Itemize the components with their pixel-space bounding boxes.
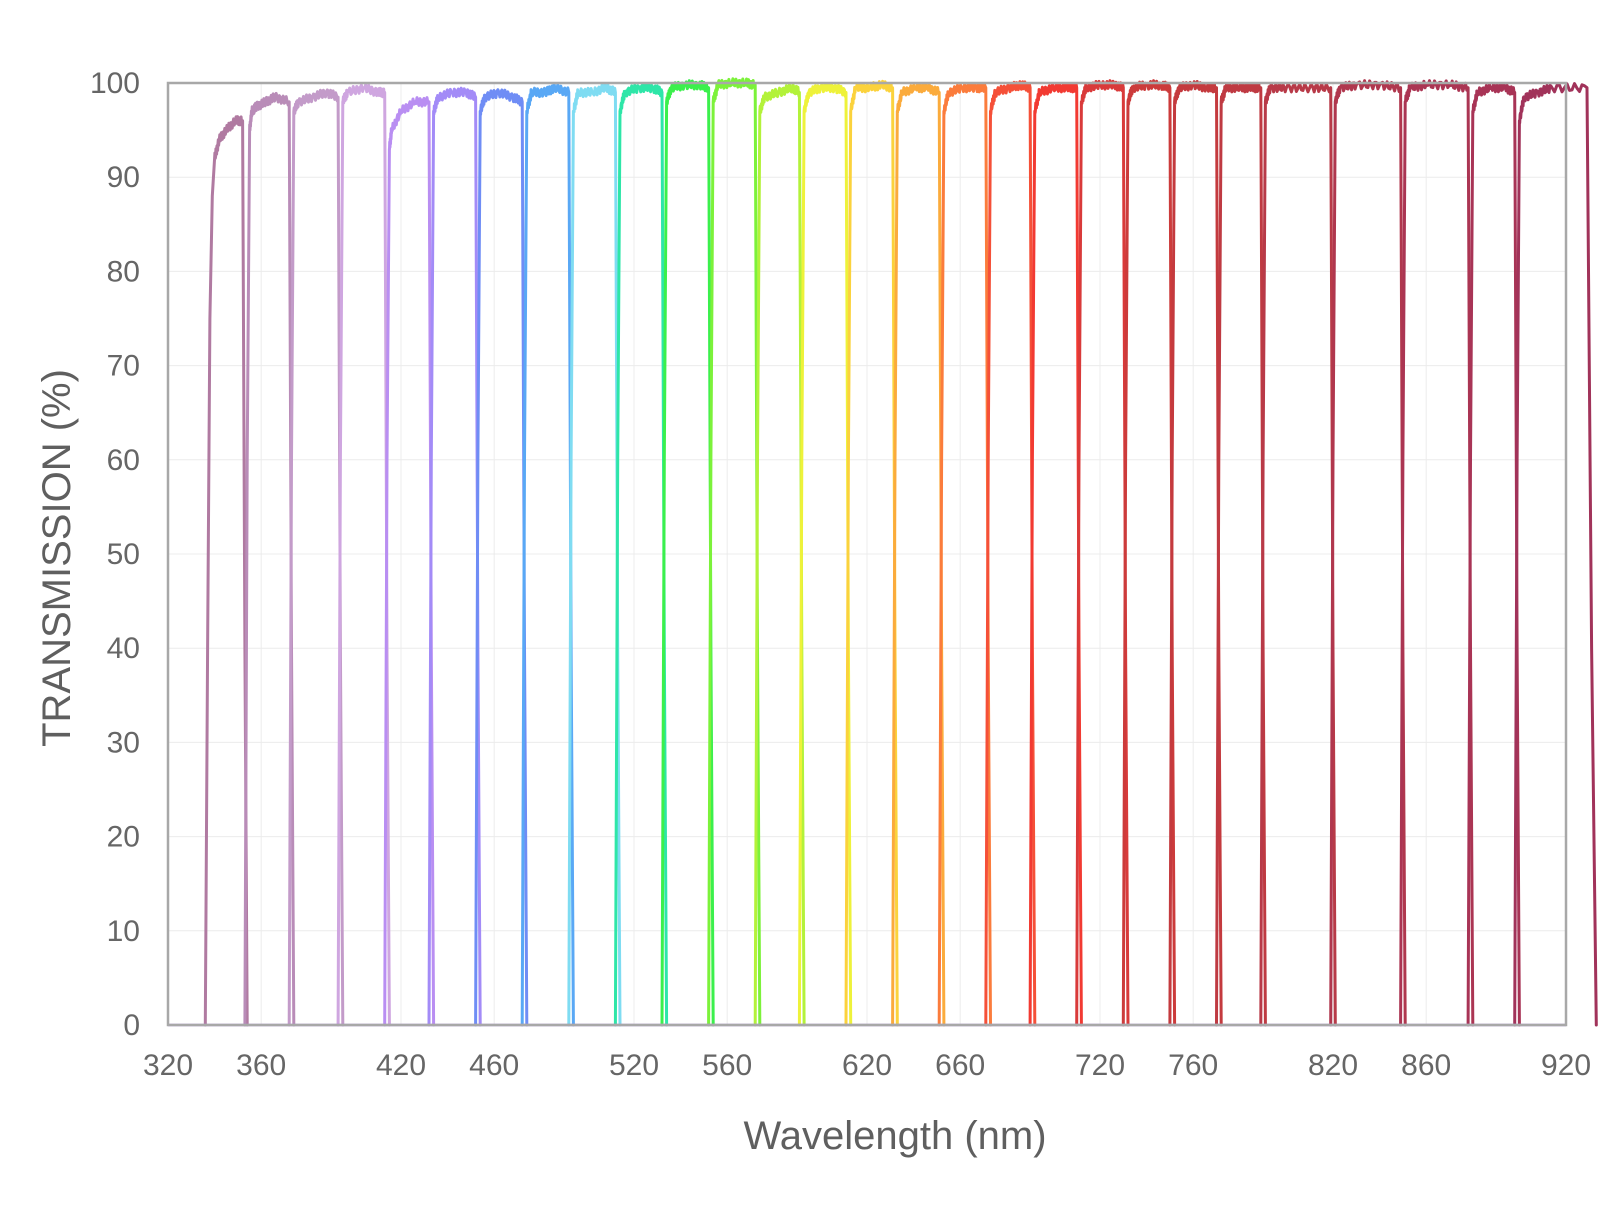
filter-curve [474, 88, 529, 1027]
filter-curve [1121, 79, 1177, 1027]
filter-curve [1168, 80, 1223, 1027]
y-axis-ticks: 0 10 20 30 40 50 60 70 80 90 100 [90, 67, 140, 1042]
filter-curve [613, 82, 669, 1027]
series-lines [168, 77, 1598, 1027]
plot-frame [166, 81, 1568, 1027]
y-tick-label: 20 [107, 821, 140, 854]
filter-curve [243, 91, 296, 1027]
filter-curve [203, 115, 249, 1027]
filter-curve [984, 80, 1037, 1027]
filter-curve [1259, 82, 1337, 1027]
y-tick-label: 30 [107, 726, 140, 759]
filter-curve [797, 82, 853, 1027]
x-tick-label: 760 [1168, 1049, 1218, 1082]
y-tick-label: 50 [107, 538, 140, 571]
filter-curve [1399, 79, 1475, 1027]
y-tick-label: 60 [107, 444, 140, 477]
x-tick-label: 560 [702, 1049, 752, 1082]
y-tick-label: 100 [90, 67, 140, 100]
y-tick-label: 80 [107, 255, 140, 288]
filter-curve [844, 79, 899, 1027]
x-axis-ticks: 320 360 420 460 520 560 620 660 720 760 820 860 920 [143, 1049, 1591, 1082]
y-tick-label: 70 [107, 350, 140, 383]
x-tick-label: 620 [842, 1049, 892, 1082]
filter-curve [891, 82, 946, 1027]
x-tick-label: 920 [1541, 1049, 1591, 1082]
grid [167, 82, 1567, 1026]
filter-curve [427, 86, 482, 1027]
x-tick-label: 360 [236, 1049, 286, 1082]
x-tick-label: 660 [935, 1049, 985, 1082]
filter-curve [1329, 79, 1407, 1027]
x-tick-label: 820 [1308, 1049, 1358, 1082]
y-tick-label: 0 [123, 1009, 140, 1042]
filter-curve [336, 83, 391, 1027]
y-tick-label: 40 [107, 632, 140, 665]
filter-curve [1466, 82, 1521, 1027]
x-tick-label: 420 [376, 1049, 426, 1082]
y-axis-title: TRANSMISSION (%) [35, 369, 79, 747]
filter-curve [520, 82, 575, 1027]
filter-curve [660, 79, 715, 1027]
y-tick-label: 90 [107, 161, 140, 194]
filter-curve [567, 82, 622, 1027]
filter-curve [707, 77, 762, 1027]
filter-curve [383, 96, 436, 1027]
filter-curve [1215, 82, 1267, 1027]
x-tick-label: 520 [609, 1049, 659, 1082]
x-tick-label: 320 [143, 1049, 193, 1082]
filter-curve [753, 82, 806, 1027]
x-axis-title: Wavelength (nm) [743, 1114, 1046, 1158]
x-tick-label: 860 [1401, 1049, 1451, 1082]
y-tick-label: 10 [107, 915, 140, 948]
filter-curve [1075, 79, 1130, 1027]
filter-curve [1028, 82, 1083, 1027]
filter-curve [287, 88, 345, 1027]
x-tick-label: 460 [469, 1049, 519, 1082]
x-tick-label: 720 [1075, 1049, 1125, 1082]
